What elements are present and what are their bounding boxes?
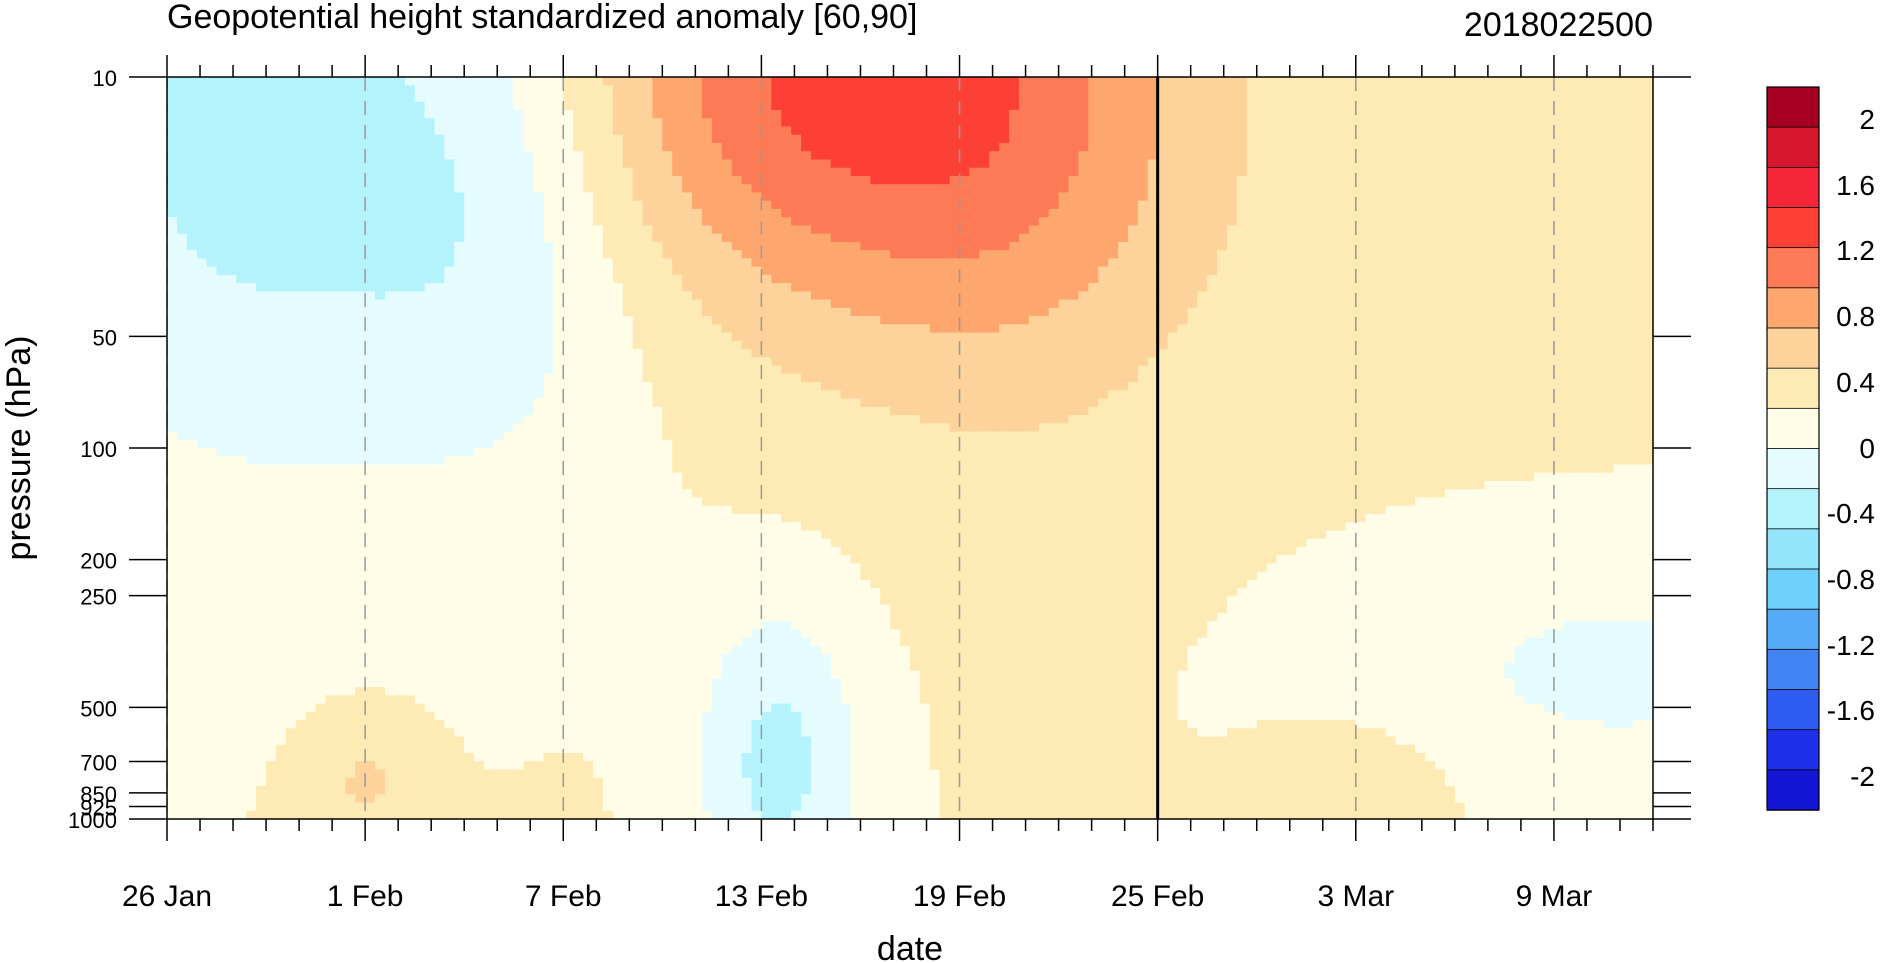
x-axis-label: date bbox=[877, 930, 943, 963]
y-axis-label: pressure (hPa) bbox=[0, 336, 38, 561]
y-tick-label: 200 bbox=[80, 549, 117, 574]
x-tick-label: 7 Feb bbox=[525, 880, 602, 913]
colorbar: 2 1.6 1.2 0.8 0.4 0 -0.4 -0.8 -1.2 -1.6 -2 bbox=[1766, 86, 1875, 811]
colorbar-swatch bbox=[1766, 608, 1820, 651]
contour-lines bbox=[167, 77, 1555, 819]
x-tick-label: 25 Feb bbox=[1111, 880, 1204, 913]
colorbar-label: -2 bbox=[1850, 761, 1875, 792]
colorbar-swatch bbox=[1766, 207, 1820, 249]
x-tick-label: 9 Mar bbox=[1516, 880, 1593, 913]
x-tick-label: 3 Mar bbox=[1317, 880, 1394, 913]
colorbar-label: -0.4 bbox=[1827, 498, 1875, 529]
colorbar-label: 1.2 bbox=[1836, 235, 1875, 266]
y-tick-label: 500 bbox=[80, 696, 117, 721]
colorbar-swatch bbox=[1766, 86, 1820, 128]
colorbar-swatch bbox=[1766, 729, 1820, 771]
colorbar-swatch bbox=[1766, 327, 1820, 369]
y-tick-label: 925 bbox=[80, 795, 117, 820]
x-tick-label: 19 Feb bbox=[913, 880, 1006, 913]
colorbar-swatch bbox=[1766, 528, 1820, 570]
chart-title: Geopotential height standardized anomaly… bbox=[167, 0, 917, 36]
y-tick-label: 700 bbox=[80, 751, 117, 776]
x-tick-label: 26 Jan bbox=[122, 880, 212, 913]
colorbar-label: 2 bbox=[1859, 104, 1875, 135]
colorbar-border bbox=[1766, 86, 1820, 811]
colorbar-swatch bbox=[1766, 367, 1820, 410]
colorbar-label: 0.4 bbox=[1836, 367, 1875, 398]
contour-field bbox=[167, 77, 1653, 819]
colorbar-swatch bbox=[1766, 126, 1820, 169]
colorbar-swatch bbox=[1766, 407, 1820, 450]
colorbar-swatch bbox=[1766, 448, 1820, 490]
colorbar-swatch bbox=[1766, 166, 1820, 209]
y-tick-label: 1000 bbox=[68, 808, 117, 833]
colorbar-swatch bbox=[1766, 769, 1820, 811]
colorbar-swatch bbox=[1766, 247, 1820, 289]
y-tick-label: 50 bbox=[93, 325, 117, 350]
y-tick-label: 100 bbox=[80, 437, 117, 462]
colorbar-label: 0.8 bbox=[1836, 301, 1875, 332]
x-axis: 26 Jan 1 Feb 7 Feb 13 Feb 19 Feb 25 Feb 3 Mar 9… bbox=[122, 55, 1654, 913]
x-tick-label: 13 Feb bbox=[715, 880, 808, 913]
colorbar-label: -1.2 bbox=[1827, 630, 1875, 661]
x-tick-label: 1 Feb bbox=[327, 880, 404, 913]
y-tick-label: 850 bbox=[80, 782, 117, 807]
colorbar-label: -0.8 bbox=[1827, 564, 1875, 595]
colorbar-label: 1.6 bbox=[1836, 170, 1875, 201]
date-stamp: 2018022500 bbox=[1464, 6, 1653, 44]
y-tick-label: 250 bbox=[80, 585, 117, 610]
y-tick-label: 10 bbox=[93, 66, 117, 91]
colorbar-swatch bbox=[1766, 488, 1820, 530]
colorbar-label: 0 bbox=[1859, 433, 1875, 464]
colorbar-swatch bbox=[1766, 689, 1820, 731]
colorbar-swatch bbox=[1766, 568, 1820, 610]
colorbar-label: -1.6 bbox=[1827, 695, 1875, 726]
colorbar-swatch bbox=[1766, 648, 1820, 691]
colorbar-swatch bbox=[1766, 287, 1820, 329]
